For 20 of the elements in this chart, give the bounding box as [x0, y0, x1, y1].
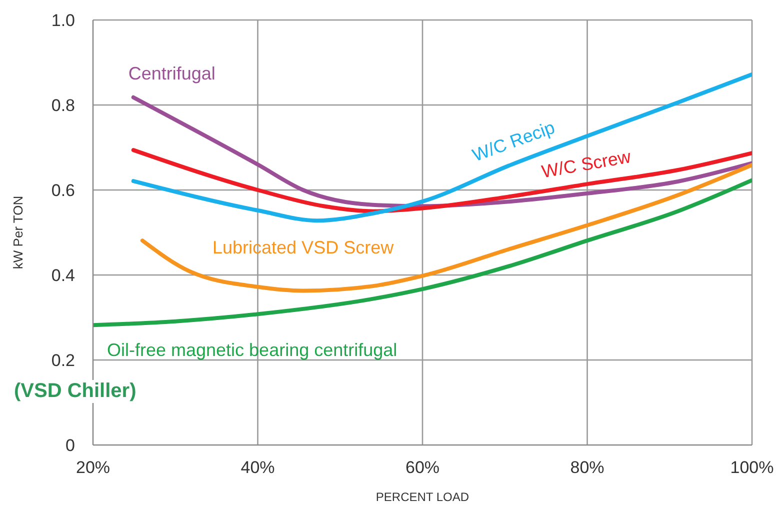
- y-axis-title: kW Per TON: [10, 196, 26, 270]
- x-tick-label: 20%: [76, 458, 110, 478]
- y-tick-label: 0.4: [51, 266, 75, 286]
- series-label: Oil-free magnetic bearing centrifugal: [107, 340, 398, 360]
- x-tick-label: 100%: [730, 458, 774, 478]
- y-tick-label: 0.8: [51, 96, 75, 116]
- y-tick-label: 0.2: [51, 351, 75, 370]
- x-axis-title: PERCENT LOAD: [376, 490, 470, 504]
- x-tick-label: 40%: [240, 458, 275, 478]
- y-tick-label: 0: [66, 436, 75, 456]
- line-series: [93, 178, 752, 328]
- series-label: Centrifugal: [128, 63, 216, 84]
- annotation: (VSD Chiller): [12, 380, 138, 403]
- text: W/C Screw: [540, 146, 634, 182]
- x-tick-label: 80%: [570, 458, 604, 478]
- line-series: [131, 95, 752, 208]
- x-tick-label: 60%: [405, 458, 440, 478]
- y-tick-label: 0.6: [51, 181, 75, 200]
- y-tick-label: 1.0: [51, 11, 75, 30]
- series-label: Lubricated VSD Screw: [212, 238, 395, 258]
